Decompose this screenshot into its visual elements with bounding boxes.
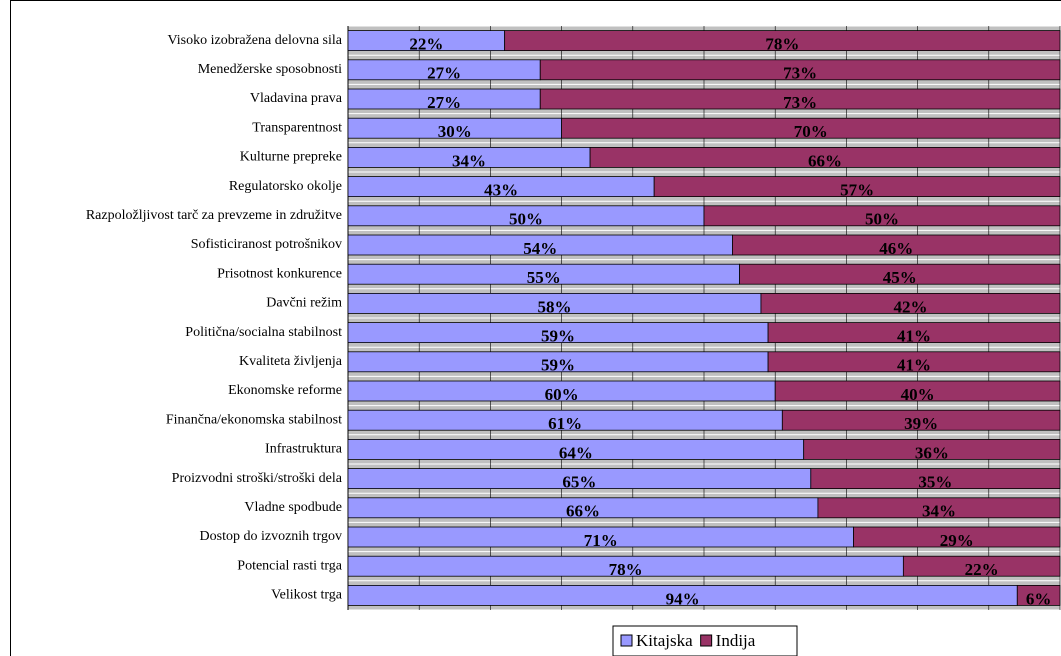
bar-segment [781,409,1061,431]
value-label: 50% [865,210,899,229]
bar-segment [1016,585,1061,606]
value-label: 55% [527,268,561,287]
legend-swatch [700,634,713,647]
legend-swatch [620,634,633,647]
bar-segment [732,234,1061,256]
bar-segment [561,117,1061,139]
legend-label: Kitajska [636,631,693,650]
value-label: 78% [765,35,799,54]
value-label: 34% [922,502,956,521]
bar-segment [739,263,1061,285]
value-label: 66% [808,151,842,170]
value-label: 43% [484,181,518,200]
y-tick-label: Transparentnost [252,120,342,135]
bar-segment [760,292,1061,314]
bar-segment [539,88,1061,110]
bar-segment [539,59,1061,81]
y-tick-label: Proizvodni stroški/stroški dela [172,471,343,486]
y-tick-label: Velikost trga [271,588,343,603]
value-label: 30% [438,122,472,141]
y-tick-label: Vladne spodbude [244,500,342,515]
value-label: 73% [783,93,817,112]
y-tick-label: Finančna/ekonomska stabilnost [166,412,342,427]
value-label: 66% [566,502,600,521]
value-label: 29% [940,531,974,550]
value-label: 40% [901,385,935,404]
value-label: 39% [904,414,938,433]
value-label: 50% [509,210,543,229]
bar-segment [653,176,1061,198]
y-tick-label: Kvaliteta življenja [239,354,343,369]
value-label: 36% [915,443,949,462]
value-label: 54% [523,239,557,258]
y-tick-label: Sofisticiranost potrošnikov [191,237,342,252]
bar-segment [817,497,1061,519]
bar-segment [767,322,1061,344]
value-label: 22% [965,560,999,579]
bar-segment [810,468,1061,490]
value-label: 22% [409,35,443,54]
y-tick-label: Prisotnost konkurence [217,266,342,281]
bar-segment [803,438,1061,460]
chart-border [10,0,1061,656]
y-tick-label: Dostop do izvoznih trgov [200,529,342,544]
bar-segment [589,146,1061,168]
y-tick-label: Razpoložljivost tarč za prevzeme in zdru… [86,208,342,223]
value-label: 70% [794,122,828,141]
legend-label: Indija [716,631,756,650]
bar-segment [767,351,1061,373]
value-label: 6% [1026,589,1052,608]
value-label: 46% [879,239,913,258]
value-label: 42% [893,297,927,316]
value-label: 34% [452,151,486,170]
bar-segment [774,380,1061,402]
y-tick-label: Menedžerske sposobnosti [198,62,342,77]
y-tick-label: Regulatorsko okolje [229,179,342,194]
value-label: 59% [541,327,575,346]
bar-segment [902,555,1061,577]
y-tick-label: Davčni režim [266,296,342,311]
value-label: 78% [609,560,643,579]
value-label: 61% [548,414,582,433]
y-tick-label: Vladavina prava [250,91,343,106]
value-label: 73% [783,64,817,83]
bar-segment [504,30,1061,52]
value-label: 60% [545,385,579,404]
value-label: 27% [427,64,461,83]
y-tick-label: Politična/socialna stabilnost [185,325,342,340]
value-label: 94% [666,589,700,608]
bar-segment [703,205,1061,227]
value-label: 41% [897,356,931,375]
value-label: 35% [918,473,952,492]
bar-segment [853,526,1061,548]
value-label: 65% [562,473,596,492]
value-label: 57% [840,181,874,200]
value-label: 59% [541,356,575,375]
value-label: 45% [883,268,917,287]
y-tick-label: Potencial rasti trga [237,558,342,573]
value-label: 58% [537,297,571,316]
y-tick-label: Ekonomske reforme [228,383,342,398]
value-label: 64% [559,443,593,462]
y-tick-label: Kulturne prepreke [240,150,342,165]
value-label: 41% [897,327,931,346]
y-tick-label: Visoko izobražena delovna sila [168,33,343,48]
y-tick-label: Infrastruktura [265,442,343,457]
value-label: 71% [584,531,618,550]
value-label: 27% [427,93,461,112]
